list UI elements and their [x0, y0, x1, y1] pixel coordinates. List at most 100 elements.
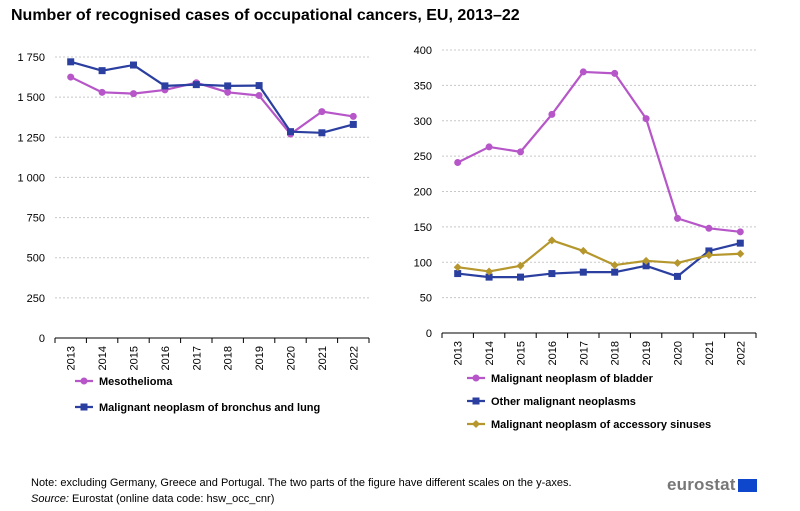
y-tick-label: 350 — [414, 80, 432, 92]
data-point — [453, 263, 462, 272]
series-malignant-neoplasm-of-bronchus-and-lung — [67, 58, 357, 137]
data-point — [642, 115, 650, 123]
data-point — [610, 261, 619, 270]
data-point — [674, 214, 681, 222]
legend-marker — [80, 403, 88, 411]
data-point — [224, 88, 232, 96]
legend-item: Malignant neoplasm of bronchus and lung — [75, 402, 320, 414]
eurostat-logo: eurostat — [667, 475, 757, 495]
x-tick-label: 2017 — [578, 341, 590, 365]
data-point — [611, 268, 619, 276]
data-point — [318, 129, 326, 137]
x-tick-label: 2014 — [97, 346, 109, 370]
data-point — [516, 261, 525, 270]
data-point — [130, 61, 137, 69]
data-point — [255, 82, 263, 90]
y-tick-label: 250 — [27, 293, 45, 305]
data-point — [579, 246, 588, 255]
y-tick-label: 50 — [420, 293, 432, 305]
series-line — [457, 70, 741, 233]
data-point — [454, 158, 462, 166]
x-tick-label: 2015 — [129, 346, 141, 370]
data-point — [673, 258, 682, 267]
legend-marker — [80, 377, 88, 385]
x-tick-label: 2021 — [317, 346, 329, 370]
x-tick-label: 2022 — [735, 341, 747, 365]
legend-label: Other malignant neoplasms — [491, 396, 636, 408]
left-chart-panel: 0 250 500 750 1 000 1 250 1 500 1 750 2013 2014 20… — [17, 52, 370, 414]
right-chart-panel: 0 50 100 150 200 250 300 350 400 2013 2014 2015 2016… — [414, 45, 757, 431]
data-point — [485, 143, 493, 151]
legend-label: Malignant neoplasm of bladder — [491, 373, 654, 385]
figure-source: Source: Eurostat (online data code: hsw_… — [31, 493, 274, 505]
y-tick-label: 300 — [414, 116, 432, 128]
data-point — [192, 81, 200, 89]
legend-marker — [472, 397, 480, 405]
y-tick-label: 750 — [27, 213, 45, 225]
legend-label: Malignant neoplasm of accessory sinuses — [491, 419, 711, 431]
series-malignant-neoplasm-of-accessory-sinuses — [453, 236, 745, 276]
data-point — [98, 67, 106, 75]
y-tick-label: 1 500 — [17, 92, 45, 104]
data-point — [705, 224, 713, 232]
data-point — [736, 249, 745, 258]
x-tick-label: 2013 — [66, 346, 78, 370]
legend-item: Malignant neoplasm of accessory sinuses — [467, 419, 711, 431]
data-point — [579, 268, 587, 276]
y-tick-label: 150 — [414, 222, 432, 234]
eurostat-logo-text: eurostat — [667, 475, 736, 494]
y-tick-label: 250 — [414, 151, 432, 163]
y-tick-label: 1 750 — [17, 52, 45, 64]
x-tick-label: 2020 — [286, 346, 298, 370]
series-malignant-neoplasm-of-bladder — [454, 68, 744, 236]
data-point — [611, 69, 619, 77]
y-tick-label: 400 — [414, 45, 432, 57]
x-tick-label: 2014 — [484, 341, 496, 365]
legend-item: Mesothelioma — [75, 376, 173, 388]
data-point — [517, 273, 524, 281]
series-mesothelioma — [67, 73, 357, 138]
data-point — [548, 110, 556, 118]
y-tick-label: 200 — [414, 187, 432, 199]
data-point — [349, 112, 357, 120]
data-point — [454, 270, 462, 278]
legend-label: Malignant neoplasm of bronchus and lung — [99, 402, 320, 414]
data-point — [579, 68, 587, 76]
data-point — [349, 120, 357, 128]
x-tick-label: 2020 — [673, 341, 685, 365]
data-point — [736, 228, 744, 236]
data-point — [485, 267, 494, 276]
series-other-malignant-neoplasms — [454, 239, 744, 281]
series-line — [457, 239, 741, 273]
data-point — [517, 148, 524, 156]
data-point — [736, 239, 744, 247]
legend-item: Other malignant neoplasms — [467, 396, 636, 408]
y-tick-label: 1 250 — [17, 132, 45, 144]
x-tick-label: 2021 — [704, 341, 716, 365]
x-tick-label: 2018 — [223, 346, 235, 370]
data-point — [548, 270, 556, 278]
data-point — [67, 58, 75, 66]
legend-marker — [472, 420, 480, 428]
y-tick-label: 500 — [27, 253, 45, 265]
data-point — [485, 273, 493, 281]
series-line — [457, 242, 741, 279]
eu-flag-icon — [737, 478, 757, 492]
x-tick-label: 2016 — [547, 341, 559, 365]
data-point — [287, 128, 294, 136]
data-point — [67, 73, 75, 81]
y-tick-label: 100 — [414, 257, 432, 269]
chart-title: Number of recognised cases of occupation… — [11, 7, 520, 24]
data-point — [642, 262, 650, 270]
x-tick-label: 2017 — [191, 346, 203, 370]
data-point — [674, 272, 681, 280]
x-tick-label: 2013 — [453, 341, 465, 365]
y-tick-label: 0 — [426, 328, 432, 340]
legend-marker — [472, 374, 480, 382]
x-tick-label: 2016 — [160, 346, 172, 370]
data-point — [98, 88, 106, 96]
data-point — [318, 108, 326, 116]
series-line — [70, 60, 354, 134]
data-point — [547, 236, 556, 245]
y-tick-label: 0 — [39, 333, 45, 345]
